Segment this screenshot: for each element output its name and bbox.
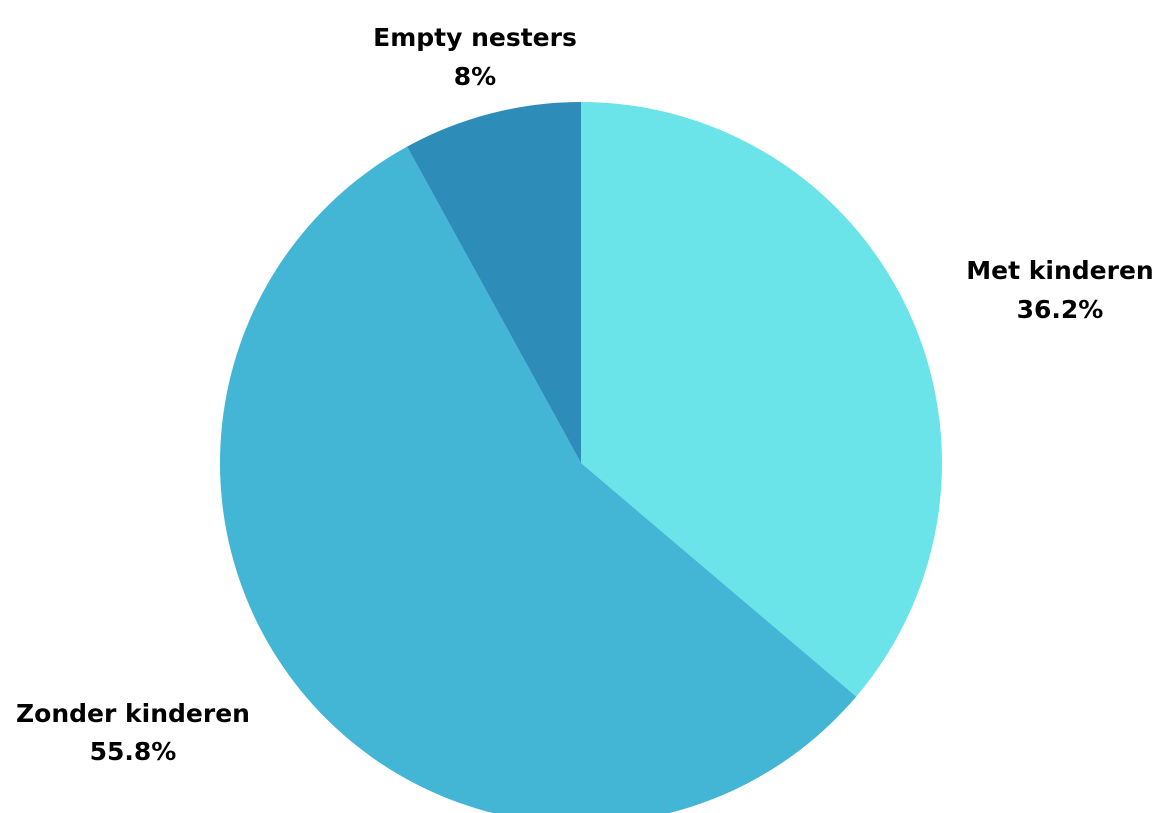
slice-label-met-kinderen: Met kinderen [966, 256, 1153, 285]
pie-slice-zonder-kinderen [220, 146, 857, 813]
slice-value-empty-nesters: 8% [454, 62, 496, 91]
pie-slices [220, 102, 942, 813]
pie-slice-met-kinderen [581, 102, 942, 697]
pie-slice-empty-nesters [407, 102, 581, 463]
slice-label-zonder-kinderen: Zonder kinderen [16, 699, 250, 728]
slice-labels: Met kinderen 36.2% Zonder kinderen 55.8%… [16, 23, 1154, 766]
slice-value-zonder-kinderen: 55.8% [90, 737, 177, 766]
slice-label-empty-nesters: Empty nesters [373, 23, 577, 52]
slice-value-met-kinderen: 36.2% [1017, 295, 1104, 324]
